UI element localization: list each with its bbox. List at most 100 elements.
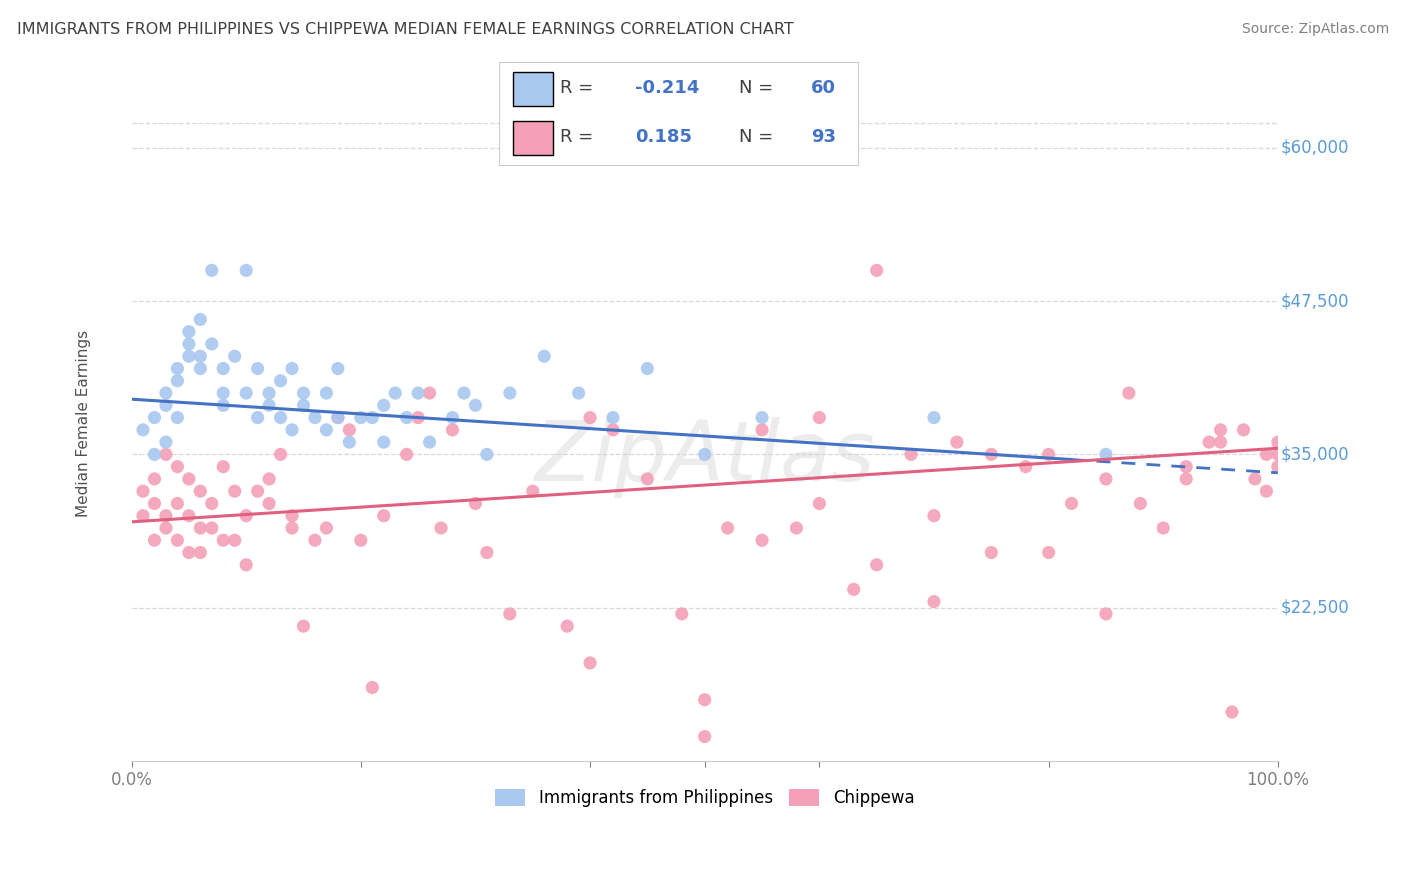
Point [155,521,177,535]
Point [785,521,807,535]
Point [281,508,304,523]
Point [166,410,188,425]
Point [350,410,373,425]
Text: $22,500: $22,500 [1281,599,1348,616]
Point [361,410,384,425]
Point [257,386,280,401]
Point [1209,423,1232,437]
Point [337,423,360,437]
Point [579,656,602,670]
Point [177,508,200,523]
Text: $60,000: $60,000 [1281,138,1348,157]
Point [166,459,188,474]
Point [201,496,224,510]
Point [1038,447,1060,461]
Point [270,374,292,388]
Point [188,484,211,499]
Point [212,533,235,548]
Point [866,263,889,277]
Point [373,435,395,450]
Point [155,398,177,412]
Point [188,521,211,535]
Point [579,410,602,425]
Point [499,607,522,621]
Point [808,410,831,425]
Point [1175,459,1198,474]
Point [212,361,235,376]
Point [1209,435,1232,450]
Point [373,508,395,523]
Point [1015,459,1038,474]
Point [1267,459,1289,474]
Point [900,447,922,461]
Point [419,435,441,450]
Point [235,508,257,523]
Point [235,263,257,277]
Text: Median Female Earnings: Median Female Earnings [76,330,91,517]
Point [1118,386,1140,401]
Point [257,398,280,412]
Point [395,447,418,461]
Text: Source: ZipAtlas.com: Source: ZipAtlas.com [1241,22,1389,37]
Point [717,521,740,535]
Point [499,386,522,401]
Point [281,361,304,376]
Point [751,533,773,548]
Text: $47,500: $47,500 [1281,292,1348,310]
Point [326,410,349,425]
Point [337,435,360,450]
Point [292,398,315,412]
Point [1129,496,1152,510]
Point [1095,472,1118,486]
Point [419,386,441,401]
Point [257,472,280,486]
Point [1152,521,1174,535]
Point [693,730,716,744]
Point [177,337,200,351]
Point [533,349,555,363]
Point [224,533,246,548]
Point [304,533,326,548]
Point [257,496,280,510]
Point [132,484,155,499]
Text: 93: 93 [811,128,837,146]
Point [1095,607,1118,621]
Point [212,398,235,412]
Point [235,558,257,572]
Point [453,386,475,401]
Point [636,361,658,376]
Point [292,386,315,401]
FancyBboxPatch shape [513,71,553,105]
Text: -0.214: -0.214 [636,79,700,97]
Point [246,410,269,425]
Text: IMMIGRANTS FROM PHILIPPINES VS CHIPPEWA MEDIAN FEMALE EARNINGS CORRELATION CHART: IMMIGRANTS FROM PHILIPPINES VS CHIPPEWA … [17,22,793,37]
Point [166,361,188,376]
Point [281,423,304,437]
Point [143,533,166,548]
Point [395,410,418,425]
Point [155,508,177,523]
Point [1198,435,1220,450]
Text: 0.185: 0.185 [636,128,692,146]
Point [132,508,155,523]
Text: N =: N = [740,128,779,146]
Point [201,263,224,277]
Point [406,410,429,425]
Point [143,447,166,461]
Text: R =: R = [560,79,599,97]
Legend: Immigrants from Philippines, Chippewa: Immigrants from Philippines, Chippewa [488,782,921,814]
Point [246,484,269,499]
Text: N =: N = [740,79,779,97]
Point [475,545,498,559]
Point [693,692,716,706]
Point [602,423,624,437]
Point [373,398,395,412]
Point [212,386,235,401]
Point [751,423,773,437]
Point [361,681,384,695]
Point [1060,496,1083,510]
Point [1220,705,1243,719]
Point [235,386,257,401]
Point [1095,447,1118,461]
Point [384,386,406,401]
